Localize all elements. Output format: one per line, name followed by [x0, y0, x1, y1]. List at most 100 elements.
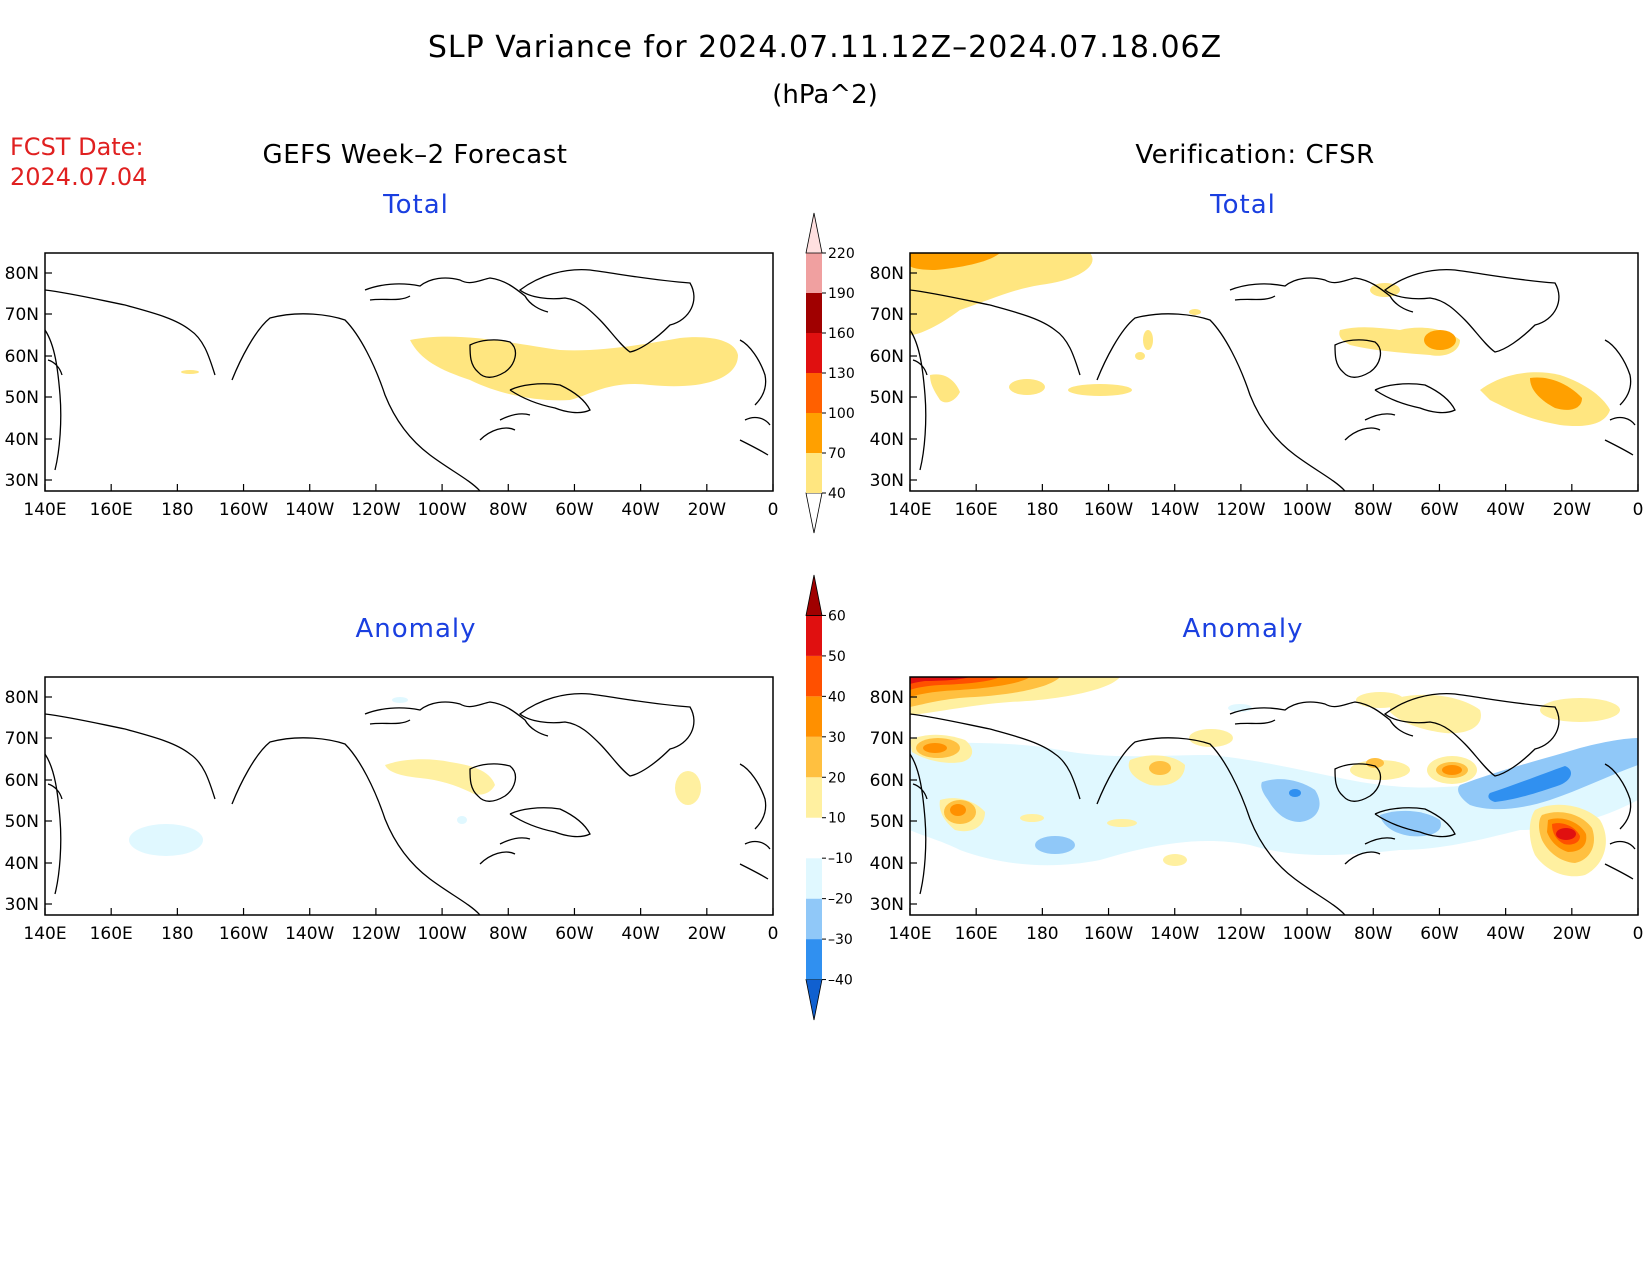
- lon-tick-label: 160E: [955, 500, 998, 520]
- lon-tick-label: 140W: [1150, 500, 1199, 520]
- colorbar-level-label: 40: [828, 486, 846, 502]
- colorbar-segment: [806, 293, 822, 333]
- fcst-date-label: FCST Date:: [10, 133, 144, 161]
- lat-tick-label: 60N: [5, 347, 39, 367]
- colorbar-level-label: 130: [828, 366, 855, 382]
- lon-tick-label: 160W: [219, 500, 268, 520]
- lon-tick-label: 40W: [621, 924, 660, 944]
- colorbar-segment: [806, 413, 822, 453]
- lon-tick-label: 60W: [555, 924, 594, 944]
- colorbar-segment: [806, 817, 822, 859]
- lon-tick-label: 80W: [1354, 500, 1393, 520]
- lon-tick-label: 140W: [285, 500, 334, 520]
- colorbar-level-label: –20: [828, 892, 853, 908]
- lon-tick-label: 160E: [90, 500, 133, 520]
- lon-tick-label: 140W: [285, 924, 334, 944]
- lon-tick-label: 60W: [1420, 500, 1459, 520]
- lon-tick-label: 120W: [351, 924, 400, 944]
- lon-tick-label: 120W: [1216, 500, 1265, 520]
- colorbar-level-label: 40: [828, 689, 846, 705]
- lon-tick-label: 140E: [23, 924, 66, 944]
- colorbar-level-label: 190: [828, 286, 855, 302]
- lat-tick-label: 80N: [870, 264, 904, 284]
- lon-tick-label: 80W: [1354, 924, 1393, 944]
- fcst-date-value: 2024.07.04: [10, 163, 148, 191]
- colorbar-level-label: 30: [828, 730, 846, 746]
- lon-tick-label: 40W: [1486, 500, 1525, 520]
- colorbar-segment: [806, 655, 822, 697]
- forecast-total-map: [44, 252, 774, 492]
- figure-title: SLP Variance for 2024.07.11.12Z–2024.07.…: [427, 30, 1223, 65]
- verification-column-title: Verification: CFSR: [1135, 140, 1375, 170]
- lon-tick-label: 40W: [1486, 924, 1525, 944]
- lon-tick-label: 160W: [1084, 924, 1133, 944]
- lat-tick-label: 80N: [5, 264, 39, 284]
- lon-tick-label: 0: [1633, 500, 1644, 520]
- map-axes: 140E 160E 180 160W 140W 120W 100W 80W 60W 40W 20W 0…: [5, 264, 1644, 944]
- lon-tick-label: 20W: [1553, 924, 1592, 944]
- lat-tick-label: 70N: [870, 729, 904, 749]
- lat-tick-label: 50N: [5, 812, 39, 832]
- lon-tick-label: 100W: [1282, 924, 1331, 944]
- lon-tick-label: 60W: [1420, 924, 1459, 944]
- forecast-total-shading: [181, 336, 738, 401]
- verification-total-shading: [910, 253, 1610, 427]
- colorbar-level-label: 10: [828, 811, 846, 827]
- forecast-anomaly-map: [44, 676, 774, 916]
- verification-total-label: Total: [1210, 190, 1276, 220]
- lat-tick-label: 70N: [5, 305, 39, 325]
- verification-anomaly-map: [909, 676, 1639, 916]
- lon-tick-label: 100W: [417, 500, 466, 520]
- lon-tick-label: 80W: [489, 500, 528, 520]
- colorbar-level-label: –10: [828, 851, 853, 867]
- lon-tick-label: 0: [768, 924, 779, 944]
- lat-tick-label: 30N: [870, 895, 904, 915]
- colorbar-segment: [806, 777, 822, 818]
- colorbar-segment: [805, 979, 823, 1021]
- forecast-total-label: Total: [383, 190, 449, 220]
- lon-tick-label: 160W: [1084, 500, 1133, 520]
- lat-tick-label: 40N: [870, 854, 904, 874]
- colorbar-level-label: 50: [828, 649, 846, 665]
- colorbar-level-label: 20: [828, 770, 846, 786]
- verification-anomaly-shading: [910, 677, 1638, 877]
- lat-tick-label: 30N: [870, 471, 904, 491]
- lon-tick-label: 180: [161, 924, 193, 944]
- colorbar-level-label: 160: [828, 326, 855, 342]
- forecast-anomaly-shading: [129, 697, 701, 856]
- lat-tick-label: 50N: [870, 388, 904, 408]
- lat-tick-label: 30N: [5, 471, 39, 491]
- forecast-column-title: GEFS Week–2 Forecast: [262, 140, 568, 170]
- lon-tick-label: 20W: [688, 924, 727, 944]
- verification-anomaly-label: Anomaly: [1182, 614, 1304, 644]
- colorbar-segment: [806, 253, 822, 293]
- forecast-anomaly-coastlines: [45, 693, 771, 915]
- lon-tick-label: 180: [161, 500, 193, 520]
- lon-tick-label: 180: [1026, 500, 1058, 520]
- colorbar-segment: [806, 858, 822, 899]
- lat-tick-label: 50N: [5, 388, 39, 408]
- lon-tick-label: 160E: [955, 924, 998, 944]
- colorbar-segment: [806, 939, 822, 980]
- forecast-anomaly-label: Anomaly: [355, 614, 477, 644]
- lon-tick-label: 140E: [888, 924, 931, 944]
- verification-anomaly-coastlines: [910, 693, 1636, 915]
- colorbar-level-label: –40: [828, 973, 853, 989]
- colorbar-level-label: 100: [828, 406, 855, 422]
- colorbar-segment: [806, 898, 822, 940]
- lon-tick-label: 60W: [555, 500, 594, 520]
- lon-tick-label: 140E: [23, 500, 66, 520]
- lat-tick-label: 80N: [5, 688, 39, 708]
- lon-tick-label: 180: [1026, 924, 1058, 944]
- colorbar-segment: [806, 696, 822, 737]
- colorbar-level-label: –30: [828, 932, 853, 948]
- lon-tick-label: 100W: [417, 924, 466, 944]
- colorbar-level-label: 70: [828, 446, 846, 462]
- colorbar-segment: [806, 615, 822, 656]
- colorbar-segment: [805, 574, 823, 616]
- lon-tick-label: 160E: [90, 924, 133, 944]
- colorbar-segment: [806, 333, 822, 373]
- verification-total-coastlines: [910, 269, 1636, 491]
- lon-tick-label: 120W: [1216, 924, 1265, 944]
